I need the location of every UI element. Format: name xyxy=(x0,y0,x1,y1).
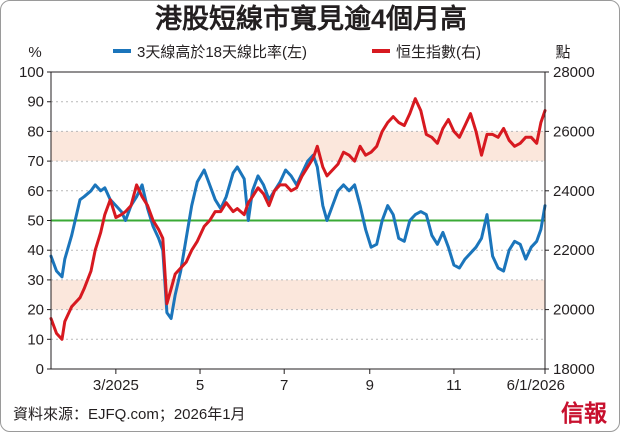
legend-label-breadth: 3天線高於18天線比率(左) xyxy=(137,44,307,61)
x-tick-label-1: 5 xyxy=(196,377,204,394)
right-tick-label-28000: 28000 xyxy=(553,64,595,81)
x-tick-label-3: 9 xyxy=(366,377,374,394)
x-tick-label-2: 7 xyxy=(280,377,288,394)
left-tick-label-40: 40 xyxy=(27,242,44,259)
left-axis-tick-labels: 0 10 20 30 40 50 60 70 80 90 100 xyxy=(19,64,51,378)
x-tick-label-0: 3/2025 xyxy=(93,377,139,394)
series-line-hsi xyxy=(49,97,547,341)
x-axis-tick-labels: 3/2025 5 7 9 11 6/1/2026 xyxy=(93,369,565,394)
left-tick-label-70: 70 xyxy=(27,153,44,170)
left-tick-label-0: 0 xyxy=(36,361,44,378)
right-tick-label-22000: 22000 xyxy=(553,242,595,259)
right-tick-label-26000: 26000 xyxy=(553,123,595,140)
x-tick-label-5: 6/1/2026 xyxy=(507,377,565,394)
right-axis-unit: 點 xyxy=(555,44,570,61)
x-tick-label-4: 11 xyxy=(446,377,462,394)
chart-title: 港股短線市寬見逾4個月高 xyxy=(155,3,467,34)
series-lines xyxy=(49,97,547,341)
highlight-bands xyxy=(51,131,545,310)
band-20-30 xyxy=(51,279,545,310)
left-tick-label-60: 60 xyxy=(27,183,44,200)
left-tick-label-90: 90 xyxy=(27,94,44,111)
right-tick-label-18000: 18000 xyxy=(553,361,595,378)
left-tick-label-100: 100 xyxy=(19,64,44,81)
left-tick-label-10: 10 xyxy=(27,331,44,348)
left-axis-unit: % xyxy=(28,44,41,61)
brand-logo: 信報 xyxy=(561,400,608,427)
left-tick-label-80: 80 xyxy=(27,123,44,140)
band-70-80 xyxy=(51,131,545,162)
left-tick-label-20: 20 xyxy=(27,302,44,319)
left-tick-label-30: 30 xyxy=(27,272,44,289)
right-tick-label-24000: 24000 xyxy=(553,183,595,200)
legend: 3天線高於18天線比率(左) 恒生指數(右) xyxy=(113,44,481,61)
right-axis-tick-labels: 18000 20000 22000 24000 26000 28000 xyxy=(545,64,595,378)
source-note: 資料來源：EJFQ.com；2026年1月 xyxy=(13,406,246,423)
left-tick-label-50: 50 xyxy=(27,213,44,230)
right-tick-label-20000: 20000 xyxy=(553,302,595,319)
legend-label-hsi: 恒生指數(右) xyxy=(396,44,481,61)
